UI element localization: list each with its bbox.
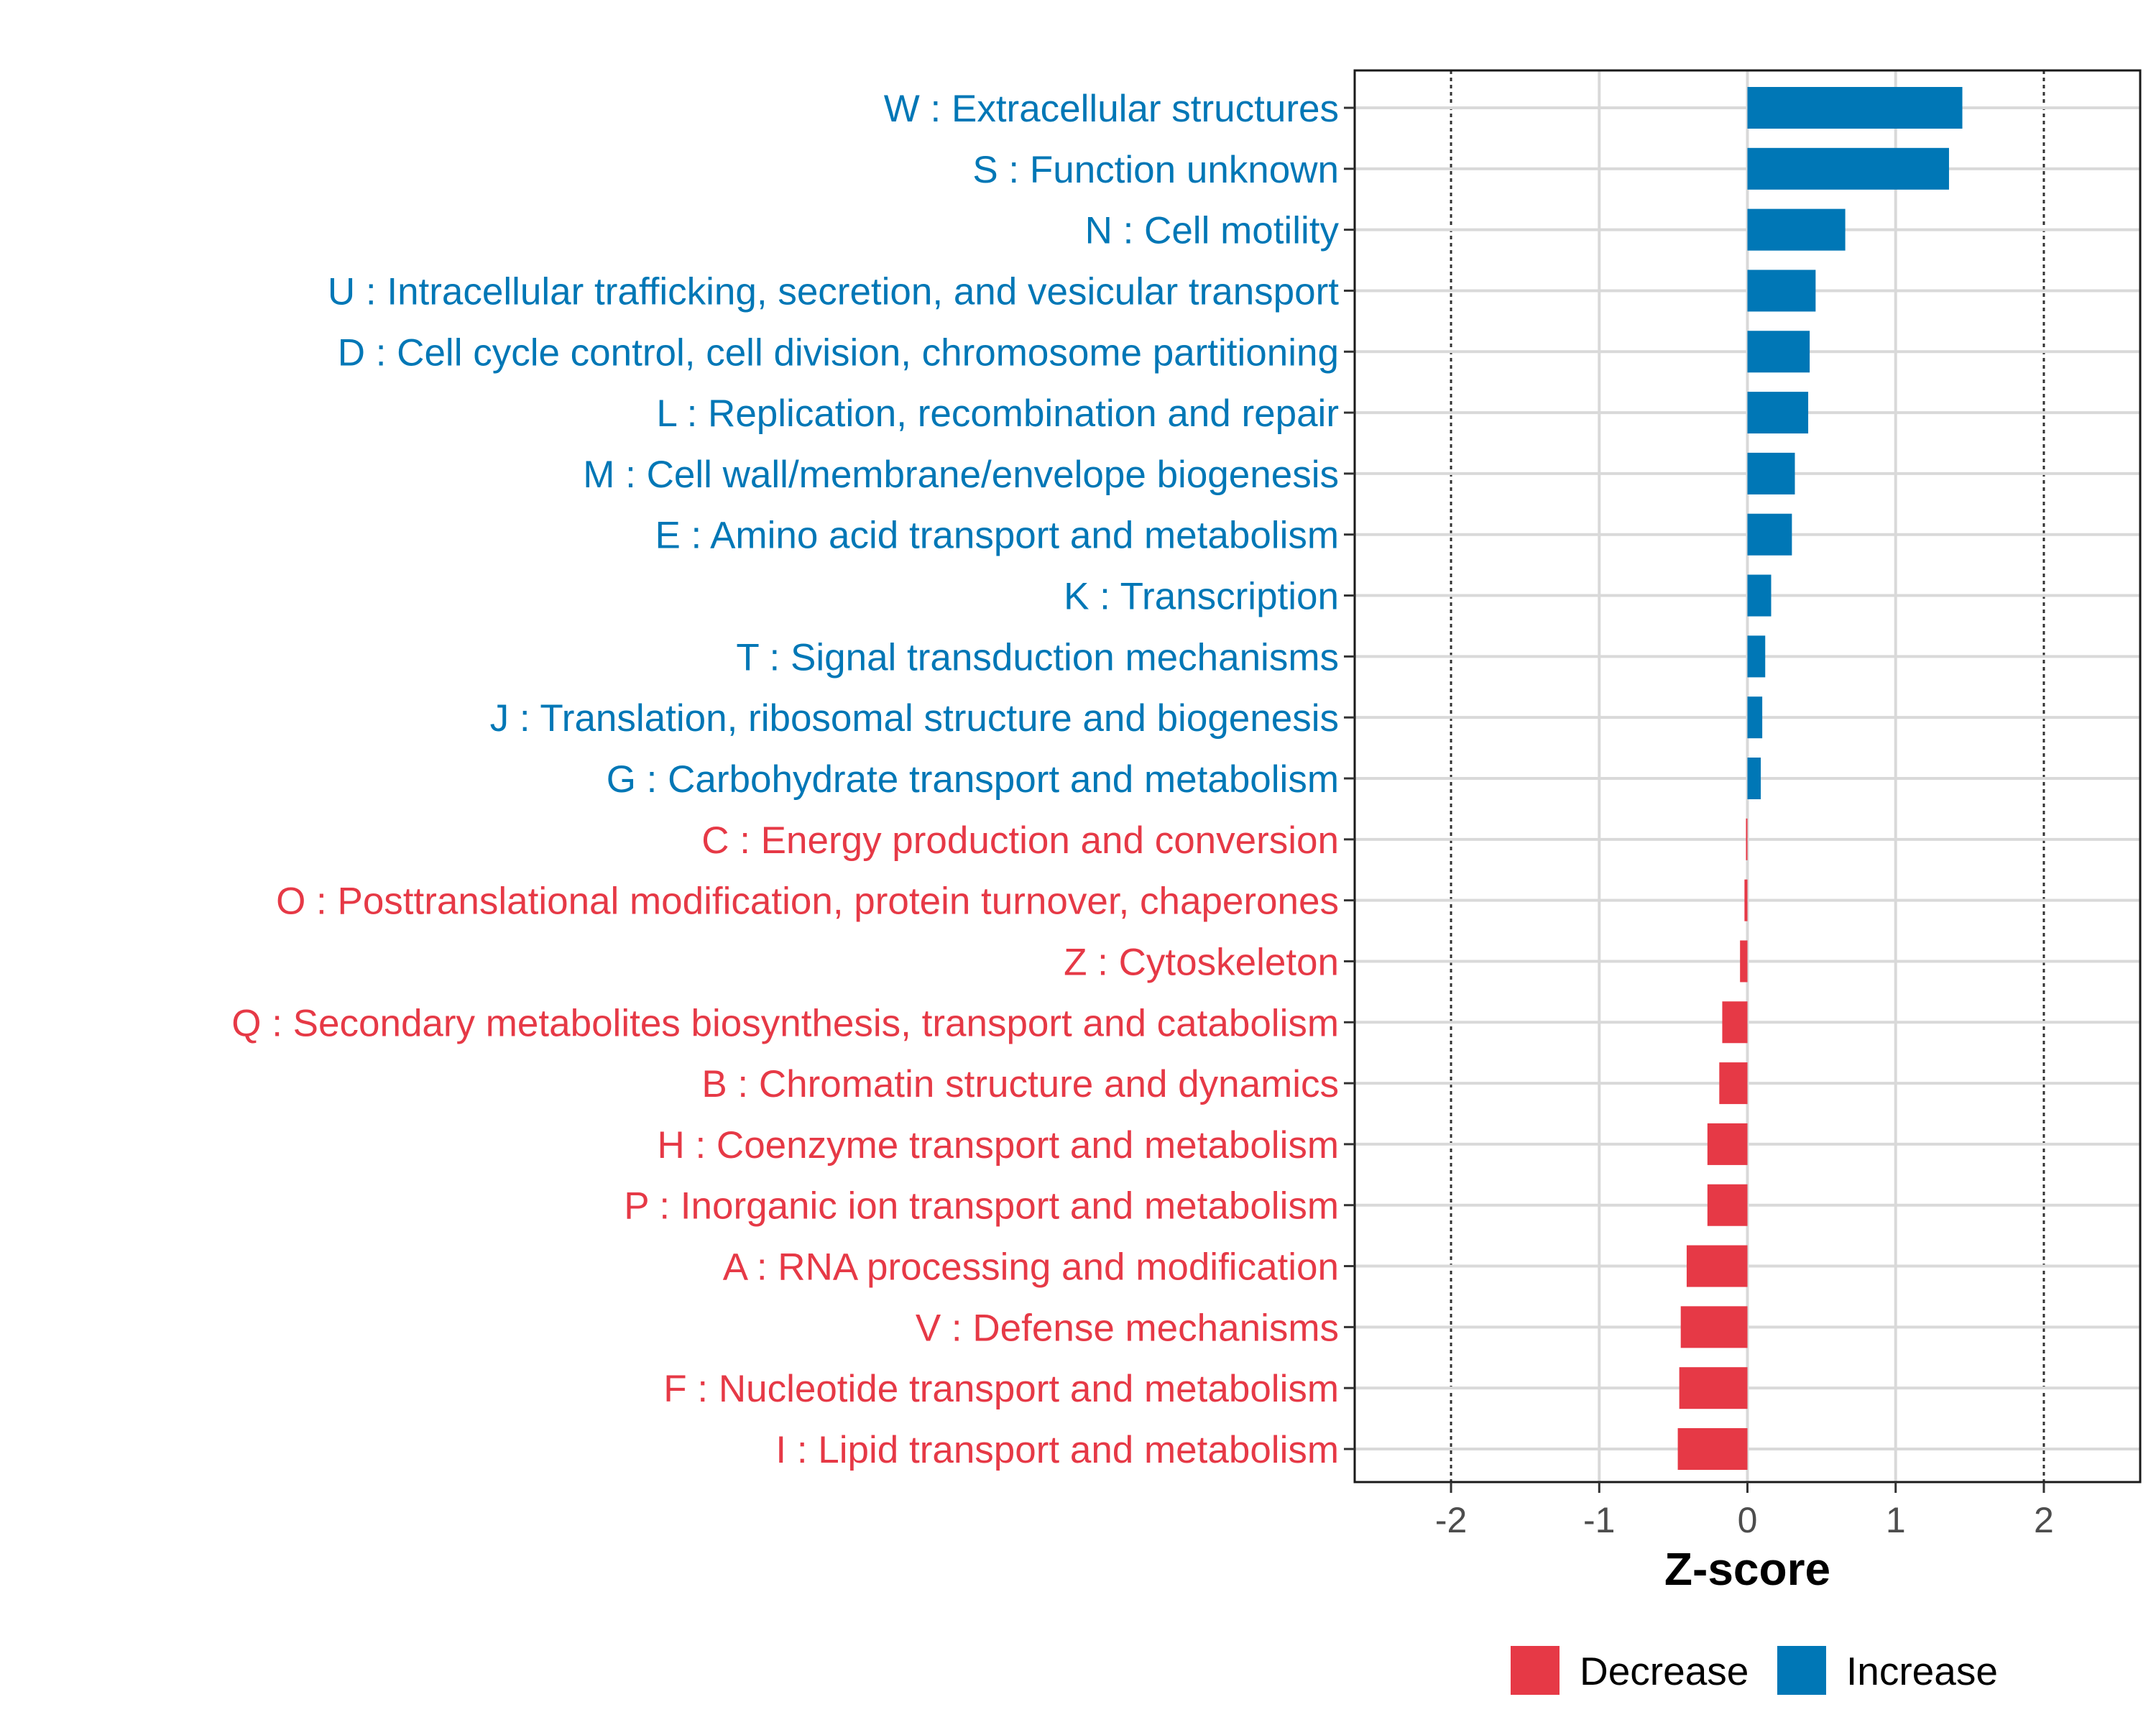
bar: [1747, 574, 1772, 617]
category-labels: W : Extracellular structures S : Function…: [231, 88, 1339, 1471]
bar: [1747, 513, 1792, 556]
x-tick-label: 1: [1886, 1500, 1906, 1540]
legend-swatch: [1777, 1646, 1826, 1695]
category-label: Q : Secondary metabolites biosynthesis, …: [231, 1002, 1339, 1044]
bar: [1740, 940, 1748, 983]
x-tick-label: 0: [1738, 1500, 1758, 1540]
category-label: T : Signal transduction mechanisms: [736, 636, 1339, 678]
ticks-layer: -2 -1 0 1 2: [1344, 106, 2054, 1540]
bar: [1747, 392, 1809, 434]
category-label: H : Coenzyme transport and metabolism: [657, 1124, 1339, 1167]
category-label: K : Transcription: [1064, 576, 1339, 618]
bar: [1679, 1367, 1748, 1409]
legend-swatch: [1511, 1646, 1560, 1695]
category-label: N : Cell motility: [1085, 210, 1340, 252]
legend-label: Decrease: [1580, 1649, 1749, 1693]
bar: [1746, 818, 1748, 860]
bar: [1719, 1062, 1748, 1105]
category-label: U : Intracellular trafficking, secretion…: [328, 270, 1339, 313]
category-label: D : Cell cycle control, cell division, c…: [338, 331, 1339, 374]
category-label: M : Cell wall/membrane/envelope biogenes…: [583, 454, 1339, 496]
category-label: O : Posttranslational modification, prot…: [276, 880, 1339, 923]
legend-label: Increase: [1846, 1649, 1998, 1693]
x-tick-label: -2: [1435, 1500, 1467, 1540]
category-label: L : Replication, recombination and repai…: [656, 392, 1339, 435]
bar: [1747, 270, 1816, 312]
category-label: A : RNA processing and modification: [723, 1246, 1339, 1289]
category-label: G : Carbohydrate transport and metabolis…: [607, 758, 1339, 801]
category-label: S : Function unknown: [972, 149, 1339, 191]
x-axis-title: Z-score: [1664, 1543, 1830, 1595]
bar: [1677, 1428, 1748, 1470]
bar: [1747, 452, 1795, 494]
x-tick-label: 2: [2034, 1500, 2054, 1540]
bar: [1744, 879, 1748, 921]
bar: [1747, 331, 1810, 373]
bar: [1747, 758, 1761, 799]
category-label: B : Chromatin structure and dynamics: [701, 1063, 1339, 1105]
x-tick-label: -1: [1583, 1500, 1615, 1540]
category-label: E : Amino acid transport and metabolism: [655, 515, 1339, 557]
bar: [1747, 147, 1949, 190]
category-label: P : Inorganic ion transport and metaboli…: [624, 1185, 1339, 1228]
category-label: Z : Cytoskeleton: [1064, 941, 1339, 983]
bars-layer: [1677, 87, 1963, 1470]
bar: [1747, 208, 1846, 251]
bar: [1747, 635, 1766, 678]
bar: [1680, 1306, 1748, 1348]
bar: [1747, 87, 1963, 129]
legend: Decrease Increase: [1511, 1646, 1998, 1695]
bar: [1722, 1001, 1748, 1044]
category-label: I : Lipid transport and metabolism: [775, 1429, 1339, 1471]
bar: [1686, 1245, 1748, 1287]
category-label: V : Defense mechanisms: [916, 1307, 1339, 1349]
category-label: W : Extracellular structures: [884, 88, 1339, 130]
category-label: F : Nucleotide transport and metabolism: [663, 1368, 1339, 1410]
bar: [1707, 1184, 1748, 1226]
category-label: J : Translation, ribosomal structure and…: [490, 697, 1339, 740]
bar: [1747, 696, 1763, 739]
category-label: C : Energy production and conversion: [701, 819, 1339, 862]
bar: [1707, 1123, 1748, 1165]
